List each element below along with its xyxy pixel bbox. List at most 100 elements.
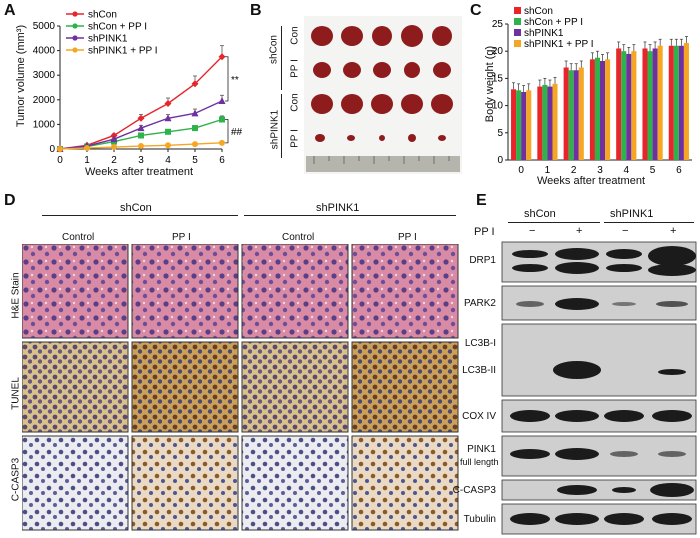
panel-d-group-shpink1: shPINK1: [316, 202, 360, 214]
chart-a-point: [218, 53, 226, 61]
chart-a-point: [137, 114, 145, 122]
western-blots: [501, 241, 697, 535]
chart-a-legend-marker: [72, 47, 78, 53]
tumor-photo: [304, 16, 462, 174]
chart-a-point: [137, 124, 145, 132]
chart-c-bar: [600, 60, 606, 160]
chart-a-xtick-label: 0: [57, 155, 63, 166]
lane-sign-4: +: [670, 225, 677, 237]
blot-label-lc3b-ii: LC3B-II: [462, 365, 496, 376]
panel-d-label: D: [4, 192, 16, 209]
chart-a-point: [57, 146, 63, 152]
chart-c-bar: [631, 51, 637, 161]
chart-c-bar: [616, 48, 622, 161]
panel-b-divider-2: [281, 94, 282, 158]
chart-c-bar: [673, 45, 679, 161]
chart-c-bar: [568, 70, 574, 160]
chart-c-legend-swatch: [514, 7, 521, 14]
chart-c-bar: [652, 48, 658, 161]
chart-a-point: [218, 97, 226, 105]
panel-b-group-shcon: shCon: [268, 35, 280, 64]
chart-a-annotation-hash: ##: [231, 127, 243, 138]
chart-c-legend-label: shCon + PP I: [524, 17, 583, 28]
chart-c-bar: [594, 57, 600, 161]
chart-a-xtick-label: 2: [111, 155, 117, 166]
chart-a-point: [138, 132, 144, 139]
lane-sign-1: −: [529, 225, 536, 237]
blot-label-c-casp3: C-CASP3: [452, 485, 496, 496]
chart-a-xtick-label: 3: [138, 155, 144, 166]
blot-label-park2: PARK2: [463, 298, 496, 309]
panel-d-col-ppi-1: PP I: [172, 232, 191, 243]
chart-c-bar: [552, 83, 558, 160]
chart-c-bar: [642, 48, 648, 161]
chart-c-xlabel: Weeks after treatment: [537, 175, 646, 187]
blot-label-pink1-note: full length: [460, 457, 499, 467]
chart-a-ytick-label: 0: [49, 144, 55, 155]
chart-c-bar: [668, 45, 674, 161]
chart-c-bar: [521, 92, 527, 160]
panel-b-label: B: [250, 2, 262, 19]
chart-a-point: [138, 143, 144, 150]
chart-c-bar: [589, 59, 595, 160]
chart-a-point: [191, 109, 199, 117]
panel-d-col-control-1: Control: [62, 232, 95, 243]
chart-a-point: [110, 135, 118, 143]
panel-c-label: C: [470, 2, 482, 19]
chart-c-ytick-label: 10: [492, 101, 504, 112]
panel-a-label: A: [4, 2, 16, 19]
panel-b-row-con-2: Con: [289, 93, 301, 112]
chart-a-annotation-star: **: [231, 75, 239, 86]
chart-a-point: [192, 125, 198, 132]
chart-c-bar: [537, 86, 543, 160]
chart-c-legend-swatch: [514, 29, 521, 36]
chart-c-xtick-label: 2: [571, 165, 577, 176]
chart-a-point: [165, 142, 171, 149]
lane-sign-3: −: [622, 225, 629, 237]
chart-a-point: [111, 144, 117, 151]
chart-a-ytick-label: 3000: [33, 70, 56, 81]
blot-label-cox-iv: COX IV: [462, 411, 496, 422]
chart-a-xtick-label: 5: [192, 155, 198, 166]
chart-a-legend-label: shPINK1 + PP I: [88, 46, 158, 57]
chart-a-point: [219, 139, 225, 146]
chart-c-legend-swatch: [514, 18, 521, 25]
chart-c-bar: [526, 90, 532, 160]
panel-b-row-con-1: Con: [289, 26, 301, 45]
chart-a-ytick-label: 4000: [33, 46, 56, 57]
chart-c-bar: [657, 45, 663, 161]
chart-a-ytick-label: 2000: [33, 95, 56, 106]
panel-b-group-shpink1: shPINK1: [269, 109, 281, 150]
panel-d-row-tunel: TUNEL: [10, 377, 22, 410]
panel-e-divider-2: [604, 222, 694, 223]
chart-c-bar: [563, 67, 569, 160]
panel-b-divider-1: [281, 26, 282, 90]
chart-c-bar: [683, 43, 689, 160]
panel-d-col-control-2: Control: [282, 232, 315, 243]
panel-d-col-ppi-2: PP I: [398, 232, 417, 243]
chart-a-legend-label: shPINK1: [88, 34, 128, 45]
panel-b-row-ppi-1: PP I: [289, 59, 301, 78]
histology-grid: [22, 244, 459, 531]
blot-label-drp1: DRP1: [469, 255, 496, 266]
chart-a-xtick-label: 6: [219, 155, 225, 166]
chart-c-bar: [516, 90, 522, 160]
chart-c-ytick-label: 0: [497, 155, 503, 166]
chart-c-legend-label: shPINK1: [524, 28, 564, 39]
chart-a-legend-marker: [72, 23, 78, 29]
chart-a-bracket-2: [225, 119, 229, 144]
panel-e-group-shpink1: shPINK1: [610, 208, 654, 220]
panel-d-row-he: H&E Stain: [10, 272, 22, 319]
chart-a-point: [164, 114, 172, 122]
panel-d-group-shcon: shCon: [120, 202, 152, 214]
chart-c-ytick-label: 20: [492, 46, 504, 57]
chart-c-bar: [626, 53, 632, 160]
chart-a-point: [164, 99, 172, 107]
lane-sign-2: +: [576, 225, 583, 237]
chart-c-bar: [647, 51, 653, 161]
chart-c-bar: [573, 70, 579, 160]
panel-d-divider-2: [244, 215, 456, 216]
chart-c-xtick-label: 3: [597, 165, 603, 176]
